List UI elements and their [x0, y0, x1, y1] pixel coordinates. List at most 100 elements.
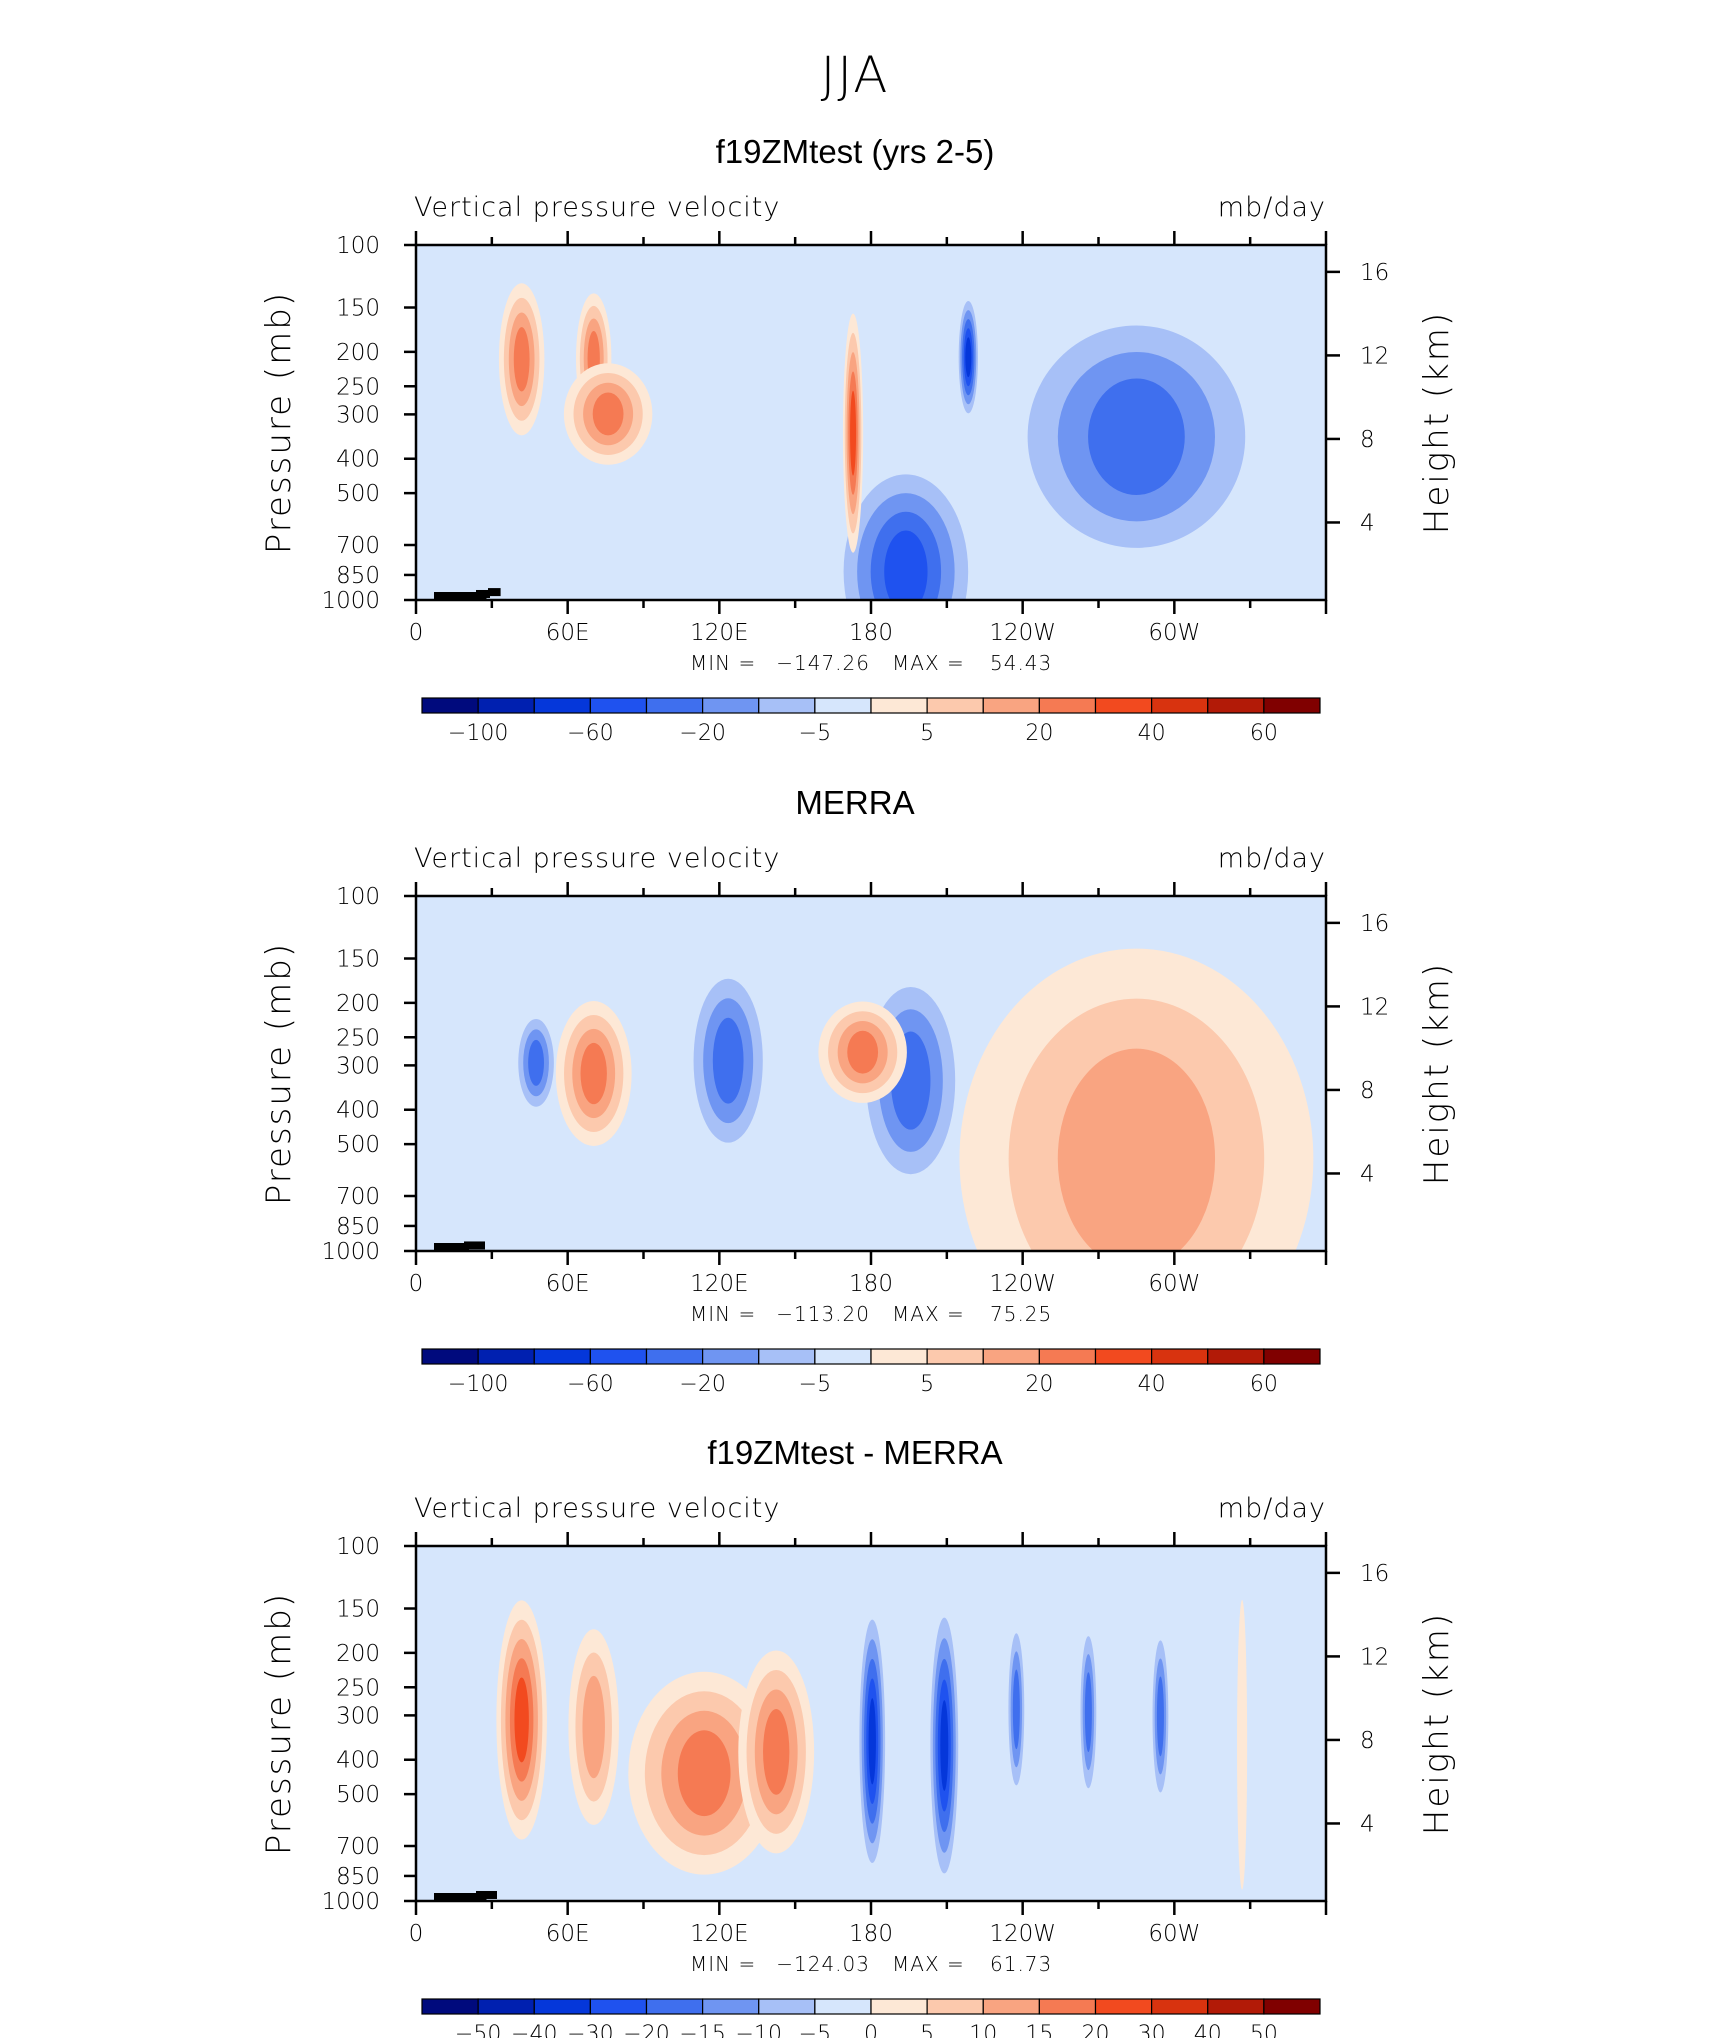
y-tick-label: 850 [336, 1214, 380, 1240]
y-tick-label: 500 [336, 1132, 380, 1158]
colorbar-swatch [926, 1348, 984, 1365]
colorbar-swatch [421, 697, 479, 714]
panel-title: MERRA [795, 784, 914, 821]
y-tick-label: 100 [336, 233, 380, 259]
colorbar-swatch [589, 1998, 648, 2015]
y-tick-label: 150 [336, 947, 380, 973]
variable-label: Vertical pressure velocity [414, 843, 780, 874]
colorbar-swatch [870, 1348, 928, 1365]
colorbar-swatch [645, 1348, 704, 1365]
colorbar-tick-label: 20 [1025, 721, 1053, 746]
y-tick-label: 400 [336, 447, 380, 473]
colorbar-swatch [870, 1998, 928, 2015]
colorbar-swatch [1263, 1998, 1321, 2015]
max-value: 75.25 [990, 1302, 1052, 1326]
colorbar-tick-label: 40 [1138, 721, 1166, 746]
colorbar-tick-label: 0 [864, 2022, 878, 2038]
y-axis-right-title: Height (km) [1417, 962, 1457, 1185]
colorbar-tick-label: −20 [679, 721, 725, 746]
colorbar-swatch [1263, 697, 1321, 714]
colorbar-tick-label: 15 [1025, 2022, 1053, 2038]
colorbar-swatch [1151, 1348, 1209, 1365]
y-tick-label: 1000 [321, 1889, 380, 1915]
x-tick-label: 120W [989, 1921, 1056, 1947]
y-tick-label: 250 [336, 374, 380, 400]
height-tick-label: 16 [1360, 260, 1389, 286]
contour-blob [513, 327, 530, 392]
max-value: 61.73 [990, 1952, 1052, 1976]
colorbar-swatch [758, 1998, 816, 2015]
contour-blob [712, 1017, 744, 1104]
x-tick-label: 60W [1148, 1271, 1200, 1297]
y-tick-label: 1000 [321, 588, 380, 614]
colorbar-swatch [1038, 697, 1097, 714]
height-tick-label: 4 [1360, 1161, 1375, 1187]
contour-blob [868, 1698, 876, 1785]
x-tick-label: 60W [1148, 620, 1200, 646]
colorbar-swatch [589, 1348, 648, 1365]
colorbar-swatch [533, 697, 591, 714]
height-tick-label: 8 [1360, 427, 1375, 453]
colorbar-tick-label: −10 [736, 2022, 782, 2038]
y-tick-label: 150 [336, 296, 380, 322]
min-label: MIN = [690, 1952, 756, 1976]
colorbar-swatch [926, 697, 984, 714]
topography-mask [464, 1241, 485, 1250]
colorbar-swatch [421, 1998, 479, 2015]
figure-title: JJA [821, 46, 890, 104]
colorbar-swatch [1094, 697, 1153, 714]
y-tick-label: 400 [336, 1748, 380, 1774]
topography-mask [476, 1890, 497, 1899]
y-tick-label: 300 [336, 1053, 380, 1079]
colorbar-tick-label: −5 [799, 1372, 831, 1397]
contour-field [416, 245, 1326, 600]
panel-1: f19ZMtest (yrs 2-5) Vertical pressure vel… [259, 133, 1457, 746]
contour-field [416, 896, 1326, 1251]
colorbar-swatch [477, 697, 535, 714]
units-label: mb/day [1218, 1493, 1326, 1524]
colorbar-tick-label: −60 [567, 1372, 613, 1397]
x-tick-label: 120W [989, 1271, 1056, 1297]
height-tick-label: 4 [1360, 1811, 1375, 1837]
x-tick-label: 180 [849, 1271, 893, 1297]
colorbar-tick-label: 50 [1250, 2022, 1278, 2038]
y-axis-right-title: Height (km) [1417, 311, 1457, 534]
height-tick-label: 8 [1360, 1078, 1375, 1104]
colorbar-swatch [758, 697, 816, 714]
topography-mask [434, 1893, 487, 1901]
topography-mask [488, 588, 501, 597]
contour-blob [1237, 1599, 1248, 1890]
x-tick-label: 0 [409, 620, 424, 646]
y-tick-label: 400 [336, 1098, 380, 1124]
colorbar-tick-label: −20 [679, 1372, 725, 1397]
y-tick-label: 500 [336, 1782, 380, 1808]
min-value: −113.20 [776, 1302, 870, 1326]
colorbar-swatch [1207, 697, 1265, 714]
colorbar-tick-label: −5 [799, 721, 831, 746]
y-tick-label: 850 [336, 1864, 380, 1890]
contour-blob [514, 1677, 529, 1763]
y-tick-label: 300 [336, 402, 380, 428]
max-label: MAX = [892, 651, 965, 675]
colorbar-swatch [533, 1348, 591, 1365]
height-tick-label: 4 [1360, 510, 1375, 536]
x-tick-label: 120E [690, 620, 748, 646]
y-tick-label: 700 [336, 1834, 380, 1860]
contour-blob [1057, 1048, 1216, 1251]
contour-blob [763, 1708, 790, 1795]
y-tick-label: 500 [336, 481, 380, 507]
y-tick-label: 700 [336, 1184, 380, 1210]
contour-blob [847, 1030, 879, 1074]
y-axis-title: Pressure (mb) [259, 942, 299, 1205]
colorbar-tick-label: 5 [920, 1372, 934, 1397]
colorbar-tick-label: −20 [623, 2022, 669, 2038]
contour-blob [1012, 1669, 1020, 1750]
panel-2: MERRA Vertical pressure velocity mb/day 0 60… [259, 784, 1457, 1397]
x-tick-label: 180 [849, 620, 893, 646]
colorbar-swatch [645, 697, 704, 714]
colorbar-swatch [1038, 1998, 1097, 2015]
contour-blob [1084, 1672, 1092, 1752]
colorbar-tick-label: 40 [1138, 1372, 1166, 1397]
colorbar-swatch [477, 1348, 535, 1365]
